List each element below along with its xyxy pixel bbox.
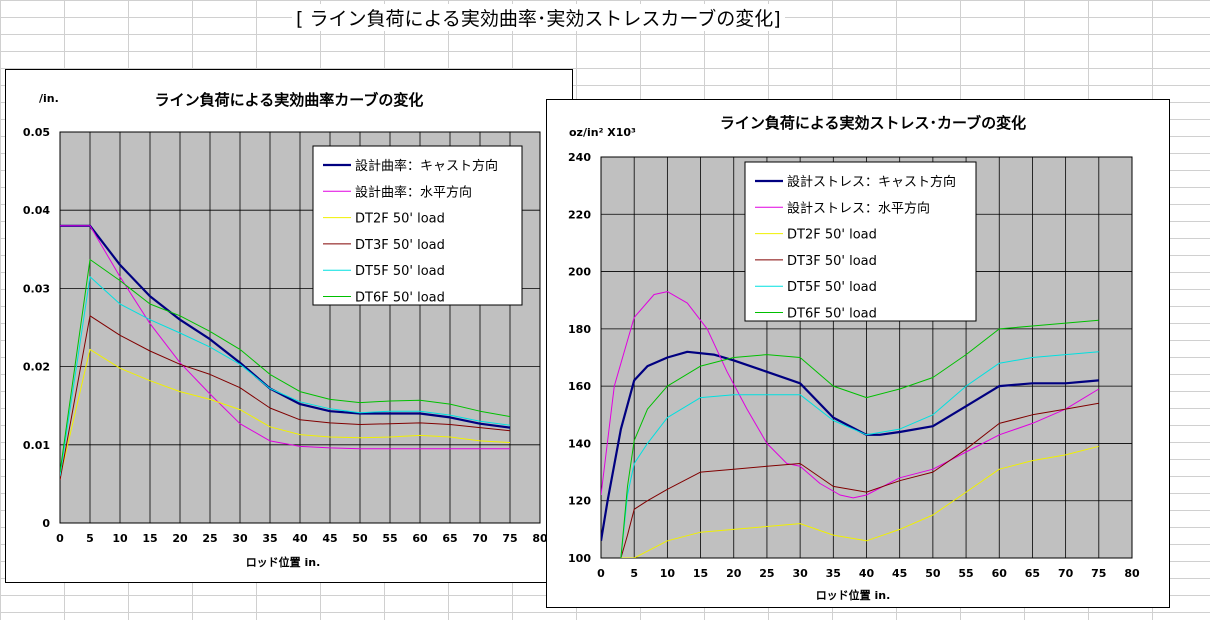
curvature-x-tick-label: 30 (232, 532, 248, 545)
stress-x-tick-label: 70 (1058, 567, 1074, 580)
stress-y-tick-label: 240 (568, 151, 591, 164)
curvature-y-tick-label: 0.03 (23, 282, 50, 295)
curvature-x-tick-label: 50 (352, 532, 368, 545)
curvature-series-line-6 (60, 259, 511, 473)
curvature-y-axis-label: /in. (39, 92, 59, 105)
curvature-legend-entry: 設計曲率：キャスト方向 (355, 158, 498, 174)
curvature-x-tick-label: 65 (442, 532, 457, 545)
stress-x-tick-label: 40 (859, 567, 875, 580)
stress-x-tick-label: 35 (826, 567, 841, 580)
stress-series-group (601, 291, 1100, 558)
stress-x-tick-label: 80 (1124, 567, 1140, 580)
curvature-x-tick-label: 25 (202, 532, 217, 545)
curvature-x-tick-label: 35 (262, 532, 277, 545)
curvature-series-line-3 (60, 348, 511, 478)
curvature-series-group (60, 224, 511, 481)
stress-y-tick-label: 140 (568, 437, 591, 450)
curvature-y-tick-label: 0 (42, 517, 50, 530)
stress-legend-box (744, 161, 977, 322)
stress-series-line-3 (620, 445, 1099, 558)
curvature-legend-box (312, 145, 523, 306)
curvature-y-tick-label: 0.05 (23, 126, 50, 139)
stress-x-tick-label: 10 (660, 567, 676, 580)
curvature-title: ライン負荷による実効曲率カーブの変化 (155, 91, 424, 109)
curvature-legend-entry: DT3F 50' load (355, 238, 445, 253)
curvature-series-line-2 (60, 225, 510, 450)
curvature-x-tick-label: 45 (322, 532, 337, 545)
stress-x-tick-label: 5 (630, 567, 638, 580)
stress-x-tick-label: 65 (1025, 567, 1040, 580)
curvature-series-line-5 (60, 276, 511, 477)
stress-x-tick-label: 25 (759, 567, 774, 580)
stress-y-tick-label: 100 (568, 552, 591, 565)
stress-legend-entry: DT2F 50' load (787, 228, 877, 243)
stress-legend-entry: DT5F 50' load (787, 280, 877, 295)
curvature-legend-entry: DT5F 50' load (355, 264, 445, 279)
curvature-x-tick-label: 60 (412, 532, 428, 545)
stress-y-tick-label: 180 (568, 323, 591, 336)
curvature-series-line-4 (60, 315, 511, 481)
stress-y-axis-label: oz/in² X10³ (569, 126, 636, 139)
curvature-x-tick-label: 55 (382, 532, 397, 545)
stress-legend-entry: DT6F 50' load (787, 307, 877, 322)
curvature-x-tick-label: 5 (86, 532, 94, 545)
stress-x-tick-label: 55 (958, 567, 973, 580)
curvature-legend-entry: 設計曲率：水平方向 (355, 184, 472, 200)
curvature-x-tick-label: 10 (112, 532, 128, 545)
stress-x-tick-label: 0 (597, 567, 605, 580)
stress-title: ライン負荷による実効ストレス･カーブの変化 (720, 114, 1026, 132)
stress-x-tick-label: 75 (1091, 567, 1106, 580)
curvature-series-line-1 (60, 224, 511, 429)
stress-chart-svg: ライン負荷による実効ストレス･カーブの変化 oz/in² X10³ ロッド位置 in… (568, 114, 1140, 602)
stress-x-tick-label: 20 (726, 567, 742, 580)
stress-y-tick-label: 200 (568, 266, 591, 279)
curvature-y-tick-label: 0.02 (23, 361, 50, 374)
curvature-x-tick-label: 20 (172, 532, 188, 545)
stress-series-line-6 (620, 319, 1099, 558)
stress-x-tick-label: 30 (792, 567, 808, 580)
curvature-x-tick-label: 40 (292, 532, 308, 545)
curvature-chart-svg: ライン負荷による実効曲率カーブの変化/in. ロッド位置 in. 0 5 10 15 20 2… (23, 91, 548, 569)
stress-series-line-4 (620, 402, 1099, 558)
curvature-x-tick-label: 15 (142, 532, 157, 545)
curvature-x-tick-label: 80 (532, 532, 548, 545)
stress-chart: ライン負荷による実効ストレス･カーブの変化 oz/in² X10³ ロッド位置 in… (546, 99, 1170, 608)
stress-x-tick-label: 60 (992, 567, 1008, 580)
curvature-legend-entry: DT6F 50' load (355, 291, 445, 306)
stress-x-tick-label: 45 (892, 567, 907, 580)
stress-legend-entry: DT3F 50' load (787, 254, 877, 269)
stress-series-line-1 (601, 350, 1099, 541)
curvature-chart: ライン負荷による実効曲率カーブの変化/in. ロッド位置 in. 0 5 10 15 20 2… (5, 69, 573, 583)
stress-y-tick-label: 120 (568, 495, 591, 508)
stress-x-axis-label: ロッド位置 in. (816, 588, 891, 602)
stress-series-line-5 (620, 351, 1099, 558)
curvature-x-tick-label: 0 (56, 532, 64, 545)
stress-x-tick-label: 15 (693, 567, 708, 580)
curvature-x-tick-label: 75 (502, 532, 517, 545)
stress-y-tick-label: 220 (568, 208, 591, 221)
curvature-x-axis-label: ロッド位置 in. (246, 555, 321, 569)
curvature-legend-entry: DT2F 50' load (355, 212, 445, 227)
curvature-y-tick-label: 0.04 (23, 204, 50, 217)
stress-legend-entry: 設計ストレス：キャスト方向 (787, 174, 956, 190)
curvature-y-tick-label: 0.01 (23, 439, 50, 452)
stress-legend-entry: 設計ストレス：水平方向 (787, 200, 930, 216)
sheet-title: [ ライン負荷による実効曲率･実効ストレスカーブの変化] (292, 4, 785, 31)
stress-y-tick-label: 160 (568, 380, 591, 393)
stress-series-line-2 (601, 291, 1100, 499)
stress-x-tick-label: 50 (925, 567, 941, 580)
curvature-x-tick-label: 70 (472, 532, 488, 545)
